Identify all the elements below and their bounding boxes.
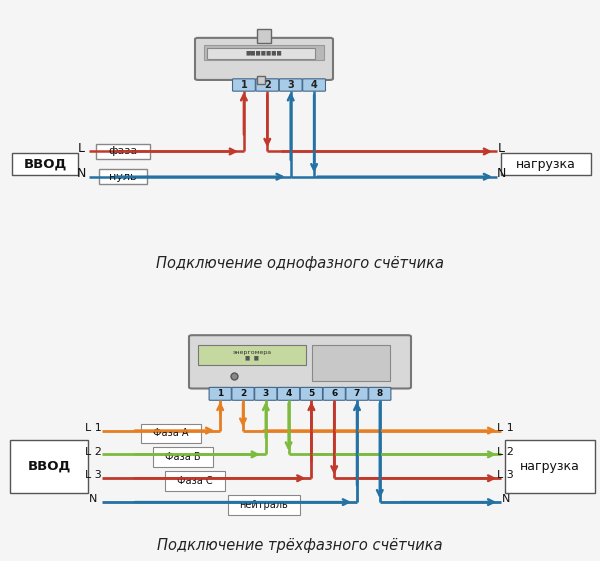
Text: энергомера: энергомера bbox=[232, 351, 272, 355]
Text: ■■■■■■■: ■■■■■■■ bbox=[245, 51, 283, 56]
FancyBboxPatch shape bbox=[303, 79, 325, 91]
FancyBboxPatch shape bbox=[189, 335, 411, 388]
Text: Подключение трёхфазного счётчика: Подключение трёхфазного счётчика bbox=[157, 538, 443, 553]
Text: Подключение однофазного счётчика: Подключение однофазного счётчика bbox=[156, 256, 444, 271]
FancyBboxPatch shape bbox=[323, 387, 346, 401]
FancyBboxPatch shape bbox=[228, 495, 300, 515]
FancyBboxPatch shape bbox=[153, 448, 213, 467]
FancyBboxPatch shape bbox=[346, 387, 368, 401]
Text: L: L bbox=[497, 142, 505, 155]
FancyBboxPatch shape bbox=[233, 79, 256, 91]
FancyBboxPatch shape bbox=[204, 45, 324, 61]
Text: N: N bbox=[89, 494, 97, 504]
Text: L: L bbox=[77, 142, 85, 155]
FancyBboxPatch shape bbox=[165, 471, 225, 491]
Text: L 3: L 3 bbox=[497, 471, 514, 480]
Text: L 1: L 1 bbox=[497, 423, 514, 433]
Text: нейтраль: нейтраль bbox=[239, 500, 289, 510]
Text: 8: 8 bbox=[377, 389, 383, 398]
Text: Фаза В: Фаза В bbox=[165, 452, 201, 462]
FancyBboxPatch shape bbox=[254, 387, 277, 401]
Text: фаза: фаза bbox=[109, 146, 137, 157]
Text: нагрузка: нагрузка bbox=[516, 158, 576, 171]
Text: 3: 3 bbox=[287, 80, 294, 90]
Text: 4: 4 bbox=[311, 80, 317, 90]
Text: Фаза А: Фаза А bbox=[153, 429, 189, 438]
Text: ■  ■: ■ ■ bbox=[245, 355, 259, 360]
Text: ВВОД: ВВОД bbox=[28, 460, 71, 473]
Text: 3: 3 bbox=[263, 389, 269, 398]
Text: L 3: L 3 bbox=[85, 471, 101, 480]
Text: 4: 4 bbox=[286, 389, 292, 398]
Text: Фаза С: Фаза С bbox=[177, 476, 213, 486]
FancyBboxPatch shape bbox=[195, 38, 333, 80]
Text: 2: 2 bbox=[264, 80, 271, 90]
FancyBboxPatch shape bbox=[12, 153, 78, 175]
Text: 5: 5 bbox=[308, 389, 314, 398]
FancyBboxPatch shape bbox=[207, 48, 315, 59]
FancyBboxPatch shape bbox=[10, 440, 88, 493]
FancyBboxPatch shape bbox=[209, 387, 232, 401]
Text: 6: 6 bbox=[331, 389, 337, 398]
FancyBboxPatch shape bbox=[280, 79, 302, 91]
FancyBboxPatch shape bbox=[99, 169, 147, 185]
Text: L 2: L 2 bbox=[85, 447, 101, 457]
Text: 2: 2 bbox=[240, 389, 246, 398]
FancyBboxPatch shape bbox=[232, 387, 254, 401]
Text: N: N bbox=[76, 167, 86, 181]
FancyBboxPatch shape bbox=[369, 387, 391, 401]
Text: N: N bbox=[502, 494, 510, 504]
FancyBboxPatch shape bbox=[312, 345, 390, 381]
FancyBboxPatch shape bbox=[505, 440, 595, 493]
Text: L 1: L 1 bbox=[85, 423, 101, 433]
Text: ВВОД: ВВОД bbox=[23, 158, 67, 171]
FancyBboxPatch shape bbox=[256, 79, 278, 91]
Text: N: N bbox=[496, 167, 506, 181]
FancyBboxPatch shape bbox=[198, 345, 306, 365]
Text: нуль: нуль bbox=[109, 172, 137, 182]
FancyBboxPatch shape bbox=[501, 153, 591, 175]
FancyBboxPatch shape bbox=[277, 387, 300, 401]
FancyBboxPatch shape bbox=[141, 424, 201, 443]
Text: 7: 7 bbox=[354, 389, 360, 398]
Text: 1: 1 bbox=[217, 389, 223, 398]
FancyBboxPatch shape bbox=[300, 387, 323, 401]
Text: нагрузка: нагрузка bbox=[520, 460, 580, 473]
FancyBboxPatch shape bbox=[96, 144, 150, 159]
Text: 1: 1 bbox=[241, 80, 247, 90]
Text: L 2: L 2 bbox=[497, 447, 514, 457]
